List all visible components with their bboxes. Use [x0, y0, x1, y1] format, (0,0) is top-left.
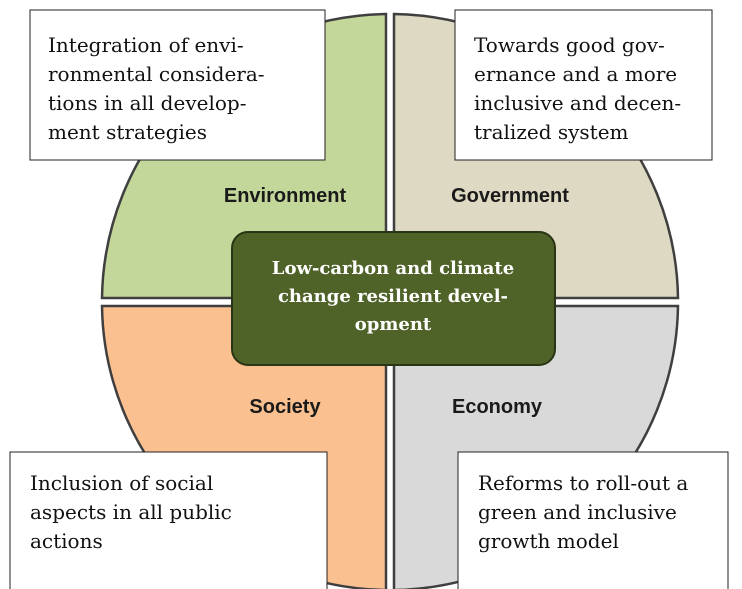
box-text: ernance and a more: [474, 62, 677, 86]
box-text: tions in all develop-: [48, 91, 246, 115]
center-box: [231, 231, 556, 366]
box-text: Integration of envi-: [48, 33, 244, 57]
box-text: inclusive and decen-: [474, 91, 681, 115]
box-text: tralized system: [474, 120, 629, 144]
box-text: Towards good gov-: [474, 33, 665, 57]
text-box: [9, 451, 328, 589]
box-text: ronmental considera-: [48, 62, 265, 86]
box-text: actions: [30, 529, 103, 553]
text-box: [454, 9, 713, 161]
quadrant-label: Society: [249, 396, 321, 418]
quadrant-label: Government: [451, 185, 569, 207]
quadrant-label: Environment: [224, 185, 347, 207]
center-text: change resilient devel-: [278, 286, 508, 307]
text-box: [457, 451, 729, 589]
text-box: [29, 9, 326, 161]
box-text: ment strategies: [48, 120, 207, 144]
quadrant-label: Economy: [452, 396, 543, 418]
center-text: Low-carbon and climate: [272, 258, 514, 279]
box-text: green and inclusive: [478, 500, 677, 524]
box-text: Inclusion of social: [30, 471, 213, 495]
box-text: growth model: [478, 529, 619, 553]
box-text: Reforms to roll-out a: [478, 471, 688, 495]
box-text: aspects in all public: [30, 500, 232, 524]
center-text: opment: [355, 314, 432, 335]
